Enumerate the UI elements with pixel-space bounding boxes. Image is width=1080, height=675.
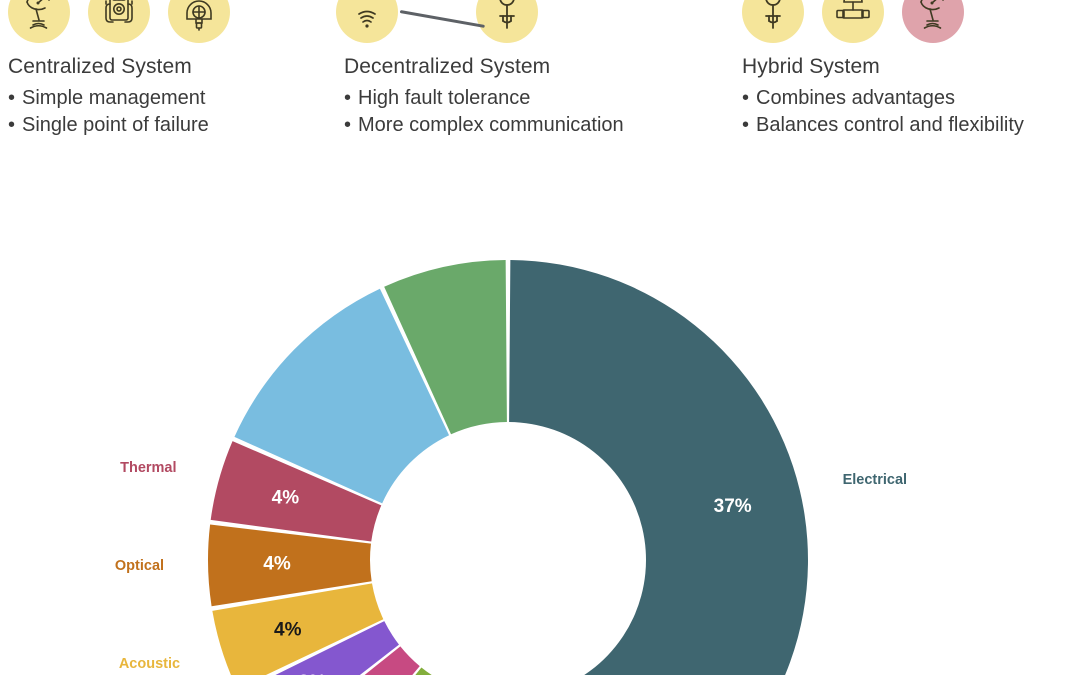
hybrid-bullets: Combines advantages Balances control and… bbox=[742, 85, 1024, 139]
slice-percent-label: 3% bbox=[299, 672, 327, 675]
category-label: Electrical bbox=[843, 472, 908, 488]
donut-slice[interactable] bbox=[384, 260, 507, 435]
donut-slice[interactable] bbox=[212, 583, 384, 675]
donut-percent-labels: 37%3%3%3%3%3%3%4%4%4% bbox=[263, 488, 751, 675]
category-label: Thermal bbox=[120, 460, 176, 476]
donut-slice[interactable] bbox=[234, 288, 450, 504]
sensor-module-icon bbox=[88, 0, 150, 43]
centralized-title: Centralized System bbox=[8, 55, 192, 78]
slice-percent-label: 4% bbox=[263, 554, 291, 575]
bullet-item: High fault tolerance bbox=[344, 85, 624, 112]
category-label: Acoustic bbox=[119, 656, 180, 672]
sensor-domain-donut-chart: 37%3%3%3%3%3%3%4%4%4% ElectricalMiningAg… bbox=[0, 150, 1080, 675]
donut-slices bbox=[208, 260, 808, 675]
bullet-item: More complex communication bbox=[344, 112, 624, 139]
donut-slice[interactable] bbox=[274, 646, 420, 675]
gauge-meter-icon bbox=[168, 0, 230, 43]
donut-slice[interactable] bbox=[210, 441, 382, 542]
category-label: Optical bbox=[115, 558, 164, 574]
bullet-item: Balances control and flexibility bbox=[742, 112, 1024, 139]
slice-percent-label: 4% bbox=[274, 619, 302, 640]
flow-meter-icon bbox=[822, 0, 884, 43]
antenna-dish-icon bbox=[8, 0, 70, 43]
bullet-item: Simple management bbox=[8, 85, 209, 112]
signal-waves-icon bbox=[336, 0, 398, 43]
donut-category-labels: ElectricalMiningAgricultureElectromagnet… bbox=[115, 460, 908, 672]
node-probe-icon bbox=[742, 0, 804, 43]
hybrid-icon-row bbox=[742, 0, 964, 46]
donut-chart-svg: 37%3%3%3%3%3%3%4%4%4% ElectricalMiningAg… bbox=[115, 260, 908, 675]
bullet-item: Combines advantages bbox=[742, 85, 1024, 112]
bullet-item: Single point of failure bbox=[8, 112, 209, 139]
slice-percent-label: 37% bbox=[714, 496, 752, 517]
decentralized-bullets: High fault tolerance More complex commun… bbox=[344, 85, 624, 139]
antenna-dish-icon bbox=[902, 0, 964, 43]
centralized-icon-row bbox=[8, 0, 230, 46]
node-probe-icon bbox=[476, 0, 538, 43]
slice-percent-label: 4% bbox=[272, 488, 300, 509]
donut-slice[interactable] bbox=[320, 667, 445, 675]
decentralized-icon-row bbox=[336, 0, 538, 46]
donut-slice[interactable] bbox=[208, 524, 372, 607]
systems-comparison-band: Centralized System Simple management Sin… bbox=[0, 0, 1080, 150]
centralized-bullets: Simple management Single point of failur… bbox=[8, 85, 209, 139]
decentralized-title: Decentralized System bbox=[344, 55, 551, 78]
hybrid-title: Hybrid System bbox=[742, 55, 880, 78]
donut-slice[interactable] bbox=[509, 260, 808, 675]
donut-slice[interactable] bbox=[239, 621, 399, 675]
